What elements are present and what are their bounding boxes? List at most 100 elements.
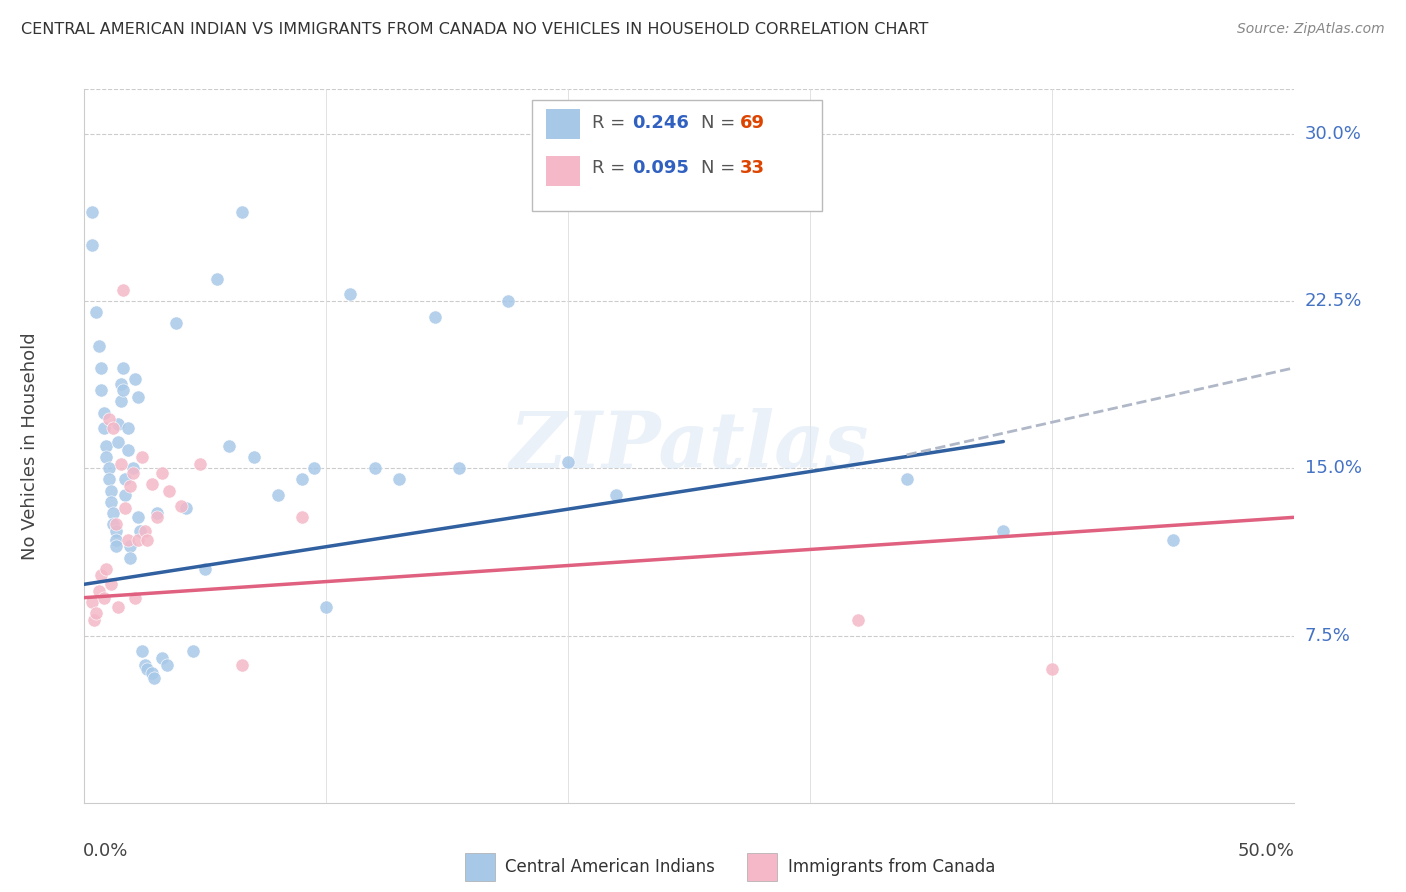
Point: [136, 662, 159, 676]
Point: [129, 524, 152, 538]
Point: [87, 583, 110, 598]
Point: [117, 533, 139, 547]
Point: [117, 421, 139, 435]
Point: [86, 607, 108, 621]
Point: [846, 613, 869, 627]
Point: [86, 305, 108, 319]
Point: [423, 310, 446, 324]
Text: 33: 33: [740, 159, 765, 177]
Point: [190, 457, 212, 471]
Text: R =: R =: [592, 159, 631, 177]
Text: 0.095: 0.095: [633, 159, 689, 177]
Point: [112, 384, 135, 398]
Point: [114, 488, 136, 502]
Point: [146, 510, 169, 524]
Point: [605, 488, 627, 502]
Point: [114, 501, 136, 516]
Point: [218, 439, 240, 453]
Point: [124, 591, 146, 605]
Point: [104, 524, 127, 538]
Point: [107, 417, 129, 431]
Point: [112, 360, 135, 375]
Point: [388, 473, 411, 487]
Point: [127, 510, 149, 524]
Point: [174, 501, 197, 516]
Point: [120, 539, 142, 553]
Point: [302, 461, 325, 475]
Point: [87, 338, 110, 352]
Point: [993, 524, 1015, 538]
Point: [93, 591, 115, 605]
Point: [94, 562, 117, 576]
FancyBboxPatch shape: [747, 854, 778, 880]
Point: [107, 434, 129, 449]
Text: 0.0%: 0.0%: [83, 842, 128, 860]
Point: [557, 455, 579, 469]
Text: Source: ZipAtlas.com: Source: ZipAtlas.com: [1237, 22, 1385, 37]
Point: [134, 657, 156, 672]
FancyBboxPatch shape: [531, 100, 823, 211]
Point: [136, 533, 159, 547]
Point: [291, 473, 314, 487]
Point: [80, 595, 103, 609]
Point: [150, 466, 173, 480]
Text: CENTRAL AMERICAN INDIAN VS IMMIGRANTS FROM CANADA NO VEHICLES IN HOUSEHOLD CORRE: CENTRAL AMERICAN INDIAN VS IMMIGRANTS FR…: [21, 22, 928, 37]
Point: [143, 671, 166, 685]
Point: [207, 271, 229, 285]
Point: [110, 394, 132, 409]
Text: ZIPatlas: ZIPatlas: [509, 408, 869, 484]
Text: N =: N =: [702, 159, 741, 177]
Point: [80, 238, 103, 252]
Text: 50.0%: 50.0%: [1237, 842, 1295, 860]
Point: [127, 390, 149, 404]
Point: [100, 577, 122, 591]
Point: [97, 473, 120, 487]
Point: [315, 599, 337, 614]
Point: [94, 439, 117, 453]
Text: 7.5%: 7.5%: [1305, 626, 1351, 645]
Point: [1040, 662, 1063, 676]
Point: [141, 476, 163, 491]
Point: [97, 412, 120, 426]
Point: [157, 483, 180, 498]
Point: [181, 644, 204, 658]
Point: [194, 562, 217, 576]
Point: [165, 317, 187, 331]
Point: [104, 533, 127, 547]
FancyBboxPatch shape: [547, 155, 581, 186]
Text: 0.246: 0.246: [633, 114, 689, 132]
Point: [110, 376, 132, 391]
Point: [170, 500, 193, 514]
Point: [449, 461, 471, 475]
Point: [231, 204, 253, 219]
Point: [150, 651, 173, 665]
Point: [90, 384, 112, 398]
Point: [131, 450, 153, 465]
Point: [103, 506, 125, 520]
Point: [97, 461, 120, 475]
Text: No Vehicles in Household: No Vehicles in Household: [21, 332, 39, 560]
Point: [120, 479, 142, 493]
Point: [104, 517, 127, 532]
Text: 69: 69: [740, 114, 765, 132]
Text: N =: N =: [702, 114, 741, 132]
Point: [121, 466, 143, 480]
Point: [121, 461, 143, 475]
Point: [112, 283, 135, 297]
Text: 30.0%: 30.0%: [1305, 125, 1361, 143]
Point: [231, 657, 253, 672]
Point: [155, 657, 177, 672]
Point: [896, 473, 918, 487]
Point: [100, 483, 122, 498]
Point: [93, 405, 115, 420]
Point: [665, 131, 688, 145]
FancyBboxPatch shape: [465, 854, 495, 880]
Point: [114, 473, 136, 487]
Point: [94, 450, 117, 465]
Point: [146, 506, 169, 520]
Point: [363, 461, 385, 475]
Point: [90, 360, 112, 375]
Point: [799, 194, 821, 208]
Point: [242, 450, 264, 465]
Text: Central American Indians: Central American Indians: [505, 858, 716, 876]
